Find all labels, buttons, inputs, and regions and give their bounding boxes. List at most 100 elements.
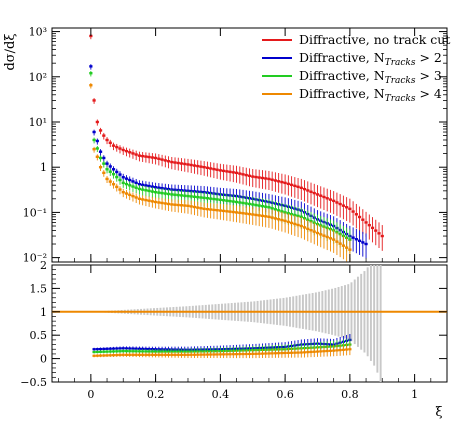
main-data-point — [108, 141, 112, 145]
ratio-x-tick-label: 0.2 — [147, 388, 165, 401]
main-data-point — [124, 192, 129, 195]
ratio-data-point — [335, 349, 339, 352]
ratio-data-point — [98, 350, 103, 353]
ratio-data-point — [238, 353, 242, 356]
ratio-data-point — [92, 354, 96, 357]
main-data-point — [270, 207, 274, 210]
main-data-point — [306, 189, 310, 192]
main-data-point — [238, 211, 242, 215]
ratio-data-point — [196, 353, 200, 356]
legend-label-subscript: Tracks — [385, 58, 416, 68]
main-data-point — [118, 147, 122, 150]
main-data-point — [309, 229, 313, 232]
main-data-point — [238, 201, 242, 204]
main-data-point — [137, 154, 142, 157]
main-data-point — [312, 230, 316, 233]
main-data-point — [124, 182, 129, 186]
main-data-point — [267, 206, 271, 209]
main-data-point — [254, 203, 258, 207]
ratio-data-point — [183, 353, 187, 356]
main-data-point — [280, 180, 284, 184]
main-data-point — [102, 156, 106, 160]
ratio-data-point — [225, 353, 229, 356]
main-data-point — [131, 152, 135, 155]
main-data-point — [315, 231, 320, 235]
ratio-data-point — [118, 350, 122, 353]
ratio-data-point — [144, 353, 148, 356]
main-data-point — [196, 195, 200, 199]
main-data-point — [98, 156, 103, 160]
ratio-data-point — [296, 351, 300, 354]
main-data-point — [166, 192, 171, 196]
main-data-point — [212, 197, 216, 201]
main-data-point — [166, 202, 171, 206]
main-data-point — [264, 215, 268, 218]
main-data-point — [199, 196, 203, 199]
ratio-data-point — [147, 347, 151, 351]
main-data-point — [92, 148, 96, 151]
ratio-y-tick-label: 1.5 — [30, 282, 48, 295]
main-data-point — [244, 173, 248, 177]
main-data-point — [225, 210, 229, 213]
ratio-data-point — [98, 354, 103, 357]
ratio-y-tick-label: 0.5 — [30, 329, 48, 342]
ratio-data-point — [157, 353, 161, 356]
main-data-point — [134, 153, 138, 156]
main-data-point — [95, 147, 99, 150]
ratio-x-tick-label: 0.8 — [341, 388, 359, 401]
main-data-point — [319, 194, 323, 197]
main-data-point — [105, 177, 109, 181]
main-data-point — [364, 242, 368, 246]
main-data-point — [225, 199, 229, 202]
main-data-point — [251, 203, 255, 206]
main-data-point — [228, 199, 232, 203]
main-data-point — [325, 235, 329, 239]
main-data-point — [335, 240, 339, 243]
ratio-band-segment — [376, 265, 379, 373]
main-data-point — [221, 209, 226, 213]
main-data-point — [289, 212, 294, 216]
main-data-point — [299, 215, 303, 218]
main-data-point — [131, 194, 135, 198]
ratio-data-point — [283, 351, 287, 355]
main-data-point — [215, 198, 219, 201]
main-data-point — [89, 84, 93, 87]
main-data-point — [147, 199, 151, 202]
ratio-data-point — [306, 351, 310, 354]
main-data-point — [131, 180, 135, 183]
main-data-point — [338, 202, 342, 206]
main-data-point — [157, 186, 161, 189]
main-data-point — [108, 170, 112, 173]
main-data-point — [202, 207, 206, 211]
ratio-data-point — [270, 352, 274, 355]
main-data-point — [228, 170, 232, 174]
main-data-point — [121, 181, 125, 185]
main-data-point — [150, 190, 154, 193]
main-data-point — [351, 210, 355, 213]
ratio-data-point — [234, 353, 239, 356]
ratio-data-point — [111, 350, 116, 353]
ratio-data-point — [280, 351, 284, 355]
ratio-data-point — [338, 348, 342, 352]
main-data-point — [163, 159, 167, 162]
main-data-point — [221, 169, 226, 173]
ratio-data-point — [244, 352, 248, 356]
main-data-point — [163, 202, 167, 205]
ratio-x-tick-label: 0.4 — [212, 388, 230, 401]
main-data-point — [286, 212, 290, 215]
main-data-point — [260, 214, 265, 218]
ratio-data-point — [192, 350, 197, 353]
main-data-point — [328, 198, 333, 201]
main-data-point — [105, 138, 109, 142]
main-data-point — [115, 185, 119, 189]
main-data-point — [134, 196, 138, 199]
ratio-data-point — [121, 350, 125, 353]
ratio-data-point — [192, 353, 197, 356]
main-data-point — [147, 189, 151, 193]
ratio-y-tick-label: 2 — [40, 259, 47, 272]
main-data-point — [179, 162, 184, 165]
ratio-data-point — [173, 353, 177, 356]
main-data-point — [108, 165, 112, 168]
ratio-data-point — [345, 348, 349, 351]
ratio-data-point — [131, 347, 135, 350]
